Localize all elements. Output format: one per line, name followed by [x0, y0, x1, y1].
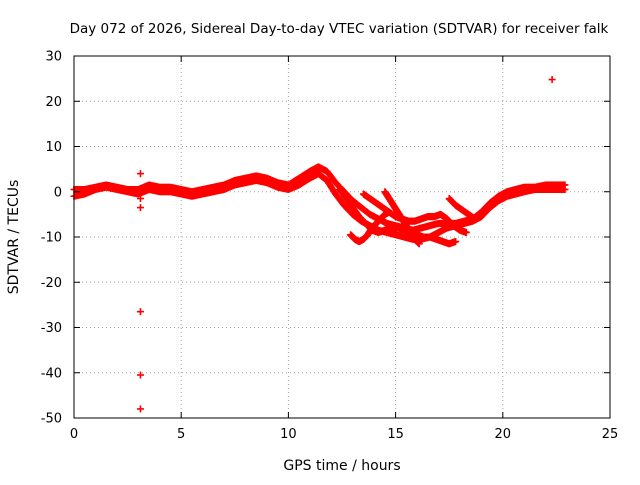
y-axis-label: SDTVAR / TECUs — [6, 180, 22, 295]
x-tick-label: 5 — [177, 427, 185, 442]
data-point — [136, 195, 144, 203]
data-point — [548, 76, 556, 84]
data-point — [462, 228, 470, 236]
x-tick-label: 0 — [70, 427, 78, 442]
x-axis-label: GPS time / hours — [283, 458, 400, 474]
data-point — [471, 215, 479, 223]
axis-ticks: 0 5 10 15 20 25 -50 -40 -30 -20 -10 0 10 20 30 — [41, 50, 619, 443]
data-point — [136, 308, 144, 316]
y-tick-label: -20 — [41, 276, 62, 291]
chart-title: Day 072 of 2026, Sidereal Day-to-day VTE… — [70, 21, 609, 37]
data-point — [136, 405, 144, 413]
grid — [74, 56, 610, 418]
data-point — [415, 240, 423, 248]
y-tick-label: -40 — [41, 366, 62, 381]
x-tick-label: 20 — [495, 427, 512, 442]
y-tick-label: -50 — [41, 412, 62, 427]
x-tick-label: 25 — [602, 427, 619, 442]
data-point — [136, 371, 144, 379]
x-tick-label: 10 — [280, 427, 297, 442]
data-points — [70, 76, 569, 413]
data-point — [136, 204, 144, 212]
y-tick-label: 20 — [45, 95, 62, 110]
y-tick-label: -10 — [41, 231, 62, 246]
x-tick-label: 15 — [387, 427, 404, 442]
data-point — [136, 170, 144, 178]
y-tick-label: 0 — [54, 185, 62, 200]
data-point — [452, 238, 460, 246]
y-tick-label: 30 — [45, 50, 62, 65]
y-tick-label: 10 — [45, 140, 62, 155]
data-point — [561, 181, 569, 189]
y-tick-label: -30 — [41, 321, 62, 336]
